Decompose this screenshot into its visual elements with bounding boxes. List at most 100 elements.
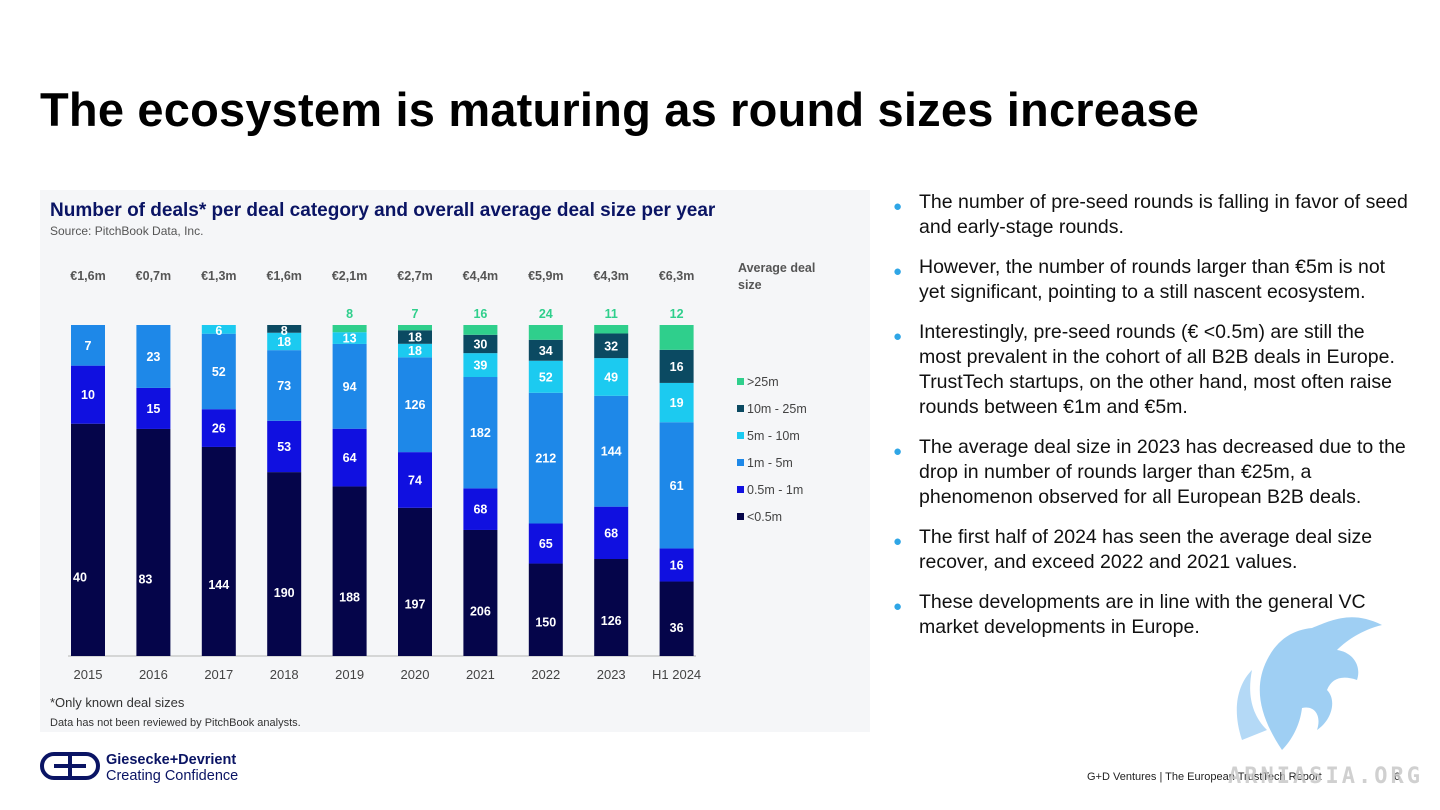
data-label: 40 (73, 571, 87, 585)
bar-segment (332, 343, 367, 429)
bar-segment (659, 581, 694, 656)
data-label: 83 (138, 572, 152, 586)
bullet-text: The average deal size in 2023 has decrea… (919, 436, 1406, 508)
x-tick-label: 2023 (597, 667, 626, 682)
bar-segment (332, 428, 367, 487)
legend-swatch (737, 513, 744, 520)
legend-swatch (737, 378, 744, 385)
data-label: 73 (277, 379, 291, 393)
bar-segment (332, 332, 367, 344)
legend-label: 1m - 5m (747, 456, 793, 470)
bar-segment (463, 353, 498, 378)
data-label: 61 (670, 479, 684, 493)
bar-segment (267, 325, 302, 333)
bar-segment (201, 333, 236, 410)
data-label-top: 7 (412, 307, 419, 321)
bullet-item: ● The first half of 2024 has seen the ave… (890, 525, 1410, 575)
bar-segment (267, 350, 302, 421)
bar-segment (528, 325, 563, 340)
chart-panel: 40 10 7 €1,6m 2015 83 15 23 €0,7m 2016 144 26 52 6 €1,… (40, 190, 870, 732)
data-label: 18 (408, 331, 422, 345)
bar-segment (398, 507, 432, 656)
data-label: 197 (405, 598, 426, 612)
data-label: 49 (604, 370, 618, 384)
data-label: 206 (470, 605, 491, 619)
bar-segment (267, 420, 302, 473)
bar-segment (201, 325, 236, 334)
data-label: 36 (670, 621, 684, 635)
bullet-icon: ● (893, 263, 903, 280)
bullet-text: However, the number of rounds larger tha… (919, 256, 1386, 303)
x-tick-label: 2017 (204, 667, 233, 682)
chart-review-note: Data has not been reviewed by PitchBook … (50, 717, 301, 729)
bullet-item: ● The number of pre-seed rounds is fallin… (890, 190, 1410, 240)
bullet-icon: ● (893, 533, 903, 550)
bar-segment (201, 446, 236, 656)
data-label-top: 12 (670, 307, 684, 321)
bar-segment (201, 409, 236, 447)
bullet-list: ● The number of pre-seed rounds is fallin… (890, 190, 1410, 655)
x-tick-label: H1 2024 (652, 667, 701, 682)
legend-label: >25m (747, 375, 779, 389)
bar-segment (332, 325, 367, 333)
data-label: 144 (601, 445, 622, 459)
data-label: 144 (208, 578, 229, 592)
avg-deal-size-label: €5,9m (528, 269, 563, 283)
avg-deal-size-label: €4,3m (593, 269, 628, 283)
bullet-text: The number of pre-seed rounds is falling… (919, 191, 1408, 238)
data-label: 13 (343, 332, 357, 346)
bullet-item: ● However, the number of rounds larger th… (890, 255, 1410, 305)
x-tick-label: 2021 (466, 667, 495, 682)
bar-segment (659, 382, 694, 423)
data-label: 94 (343, 380, 357, 394)
bar-segment (463, 334, 498, 354)
data-label: 65 (539, 537, 553, 551)
data-label: 34 (539, 344, 553, 358)
data-label-top: 8 (346, 307, 353, 321)
data-label: 18 (277, 335, 291, 349)
legend-label: 5m - 10m (747, 429, 800, 443)
bar-segment (659, 548, 694, 582)
avg-deal-size-label: €1,3m (201, 269, 236, 283)
bar-segment (71, 365, 105, 424)
avg-deal-size-label: €2,7m (397, 269, 432, 283)
bullet-text: These developments are in line with the … (919, 591, 1366, 638)
logo-name: Giesecke+Devrient (106, 752, 237, 768)
data-label: 6 (215, 324, 222, 338)
data-label: 26 (212, 422, 226, 436)
legend-swatch (737, 459, 744, 466)
chart-source: Source: PitchBook Data, Inc. (50, 224, 204, 238)
bullet-icon: ● (893, 198, 903, 215)
x-tick-label: 2019 (335, 667, 364, 682)
bar-segment (528, 392, 563, 524)
chart-title: Number of deals* per deal category and o… (50, 200, 716, 221)
bar-segment (136, 387, 171, 429)
data-label: 7 (85, 339, 92, 353)
data-label: 15 (146, 402, 160, 416)
bullet-text: The first half of 2024 has seen the aver… (919, 526, 1373, 573)
bar-segment (528, 360, 563, 393)
bullet-icon: ● (893, 443, 903, 460)
bullet-item: ● These developments are in line with the… (890, 590, 1410, 640)
bar-segment (71, 325, 105, 366)
avg-deal-size-label: €1,6m (266, 269, 301, 283)
legend-label: 0.5m - 1m (747, 483, 803, 497)
bullet-item: ● Interestingly, pre-seed rounds (€ <0.5m… (890, 320, 1410, 420)
data-label: 10 (81, 388, 95, 402)
bar-segment (594, 333, 629, 359)
site-watermark: ARNIASIA.ORG (1228, 764, 1423, 789)
bar-segment (594, 325, 629, 334)
bar-segment (136, 428, 171, 656)
x-tick-label: 2020 (401, 667, 430, 682)
bullet-text: Interestingly, pre-seed rounds (€ <0.5m)… (919, 321, 1395, 418)
bar-segment (332, 486, 367, 656)
avg-deal-size-label: €6,3m (659, 269, 694, 283)
data-label: 126 (601, 614, 622, 628)
data-label: 68 (604, 526, 618, 540)
data-label: 23 (146, 350, 160, 364)
data-label: 74 (408, 473, 422, 487)
avg-header-label: size (738, 278, 762, 292)
bar-segment (398, 357, 432, 453)
data-label-top: 16 (473, 307, 487, 321)
data-label: 32 (604, 339, 618, 353)
